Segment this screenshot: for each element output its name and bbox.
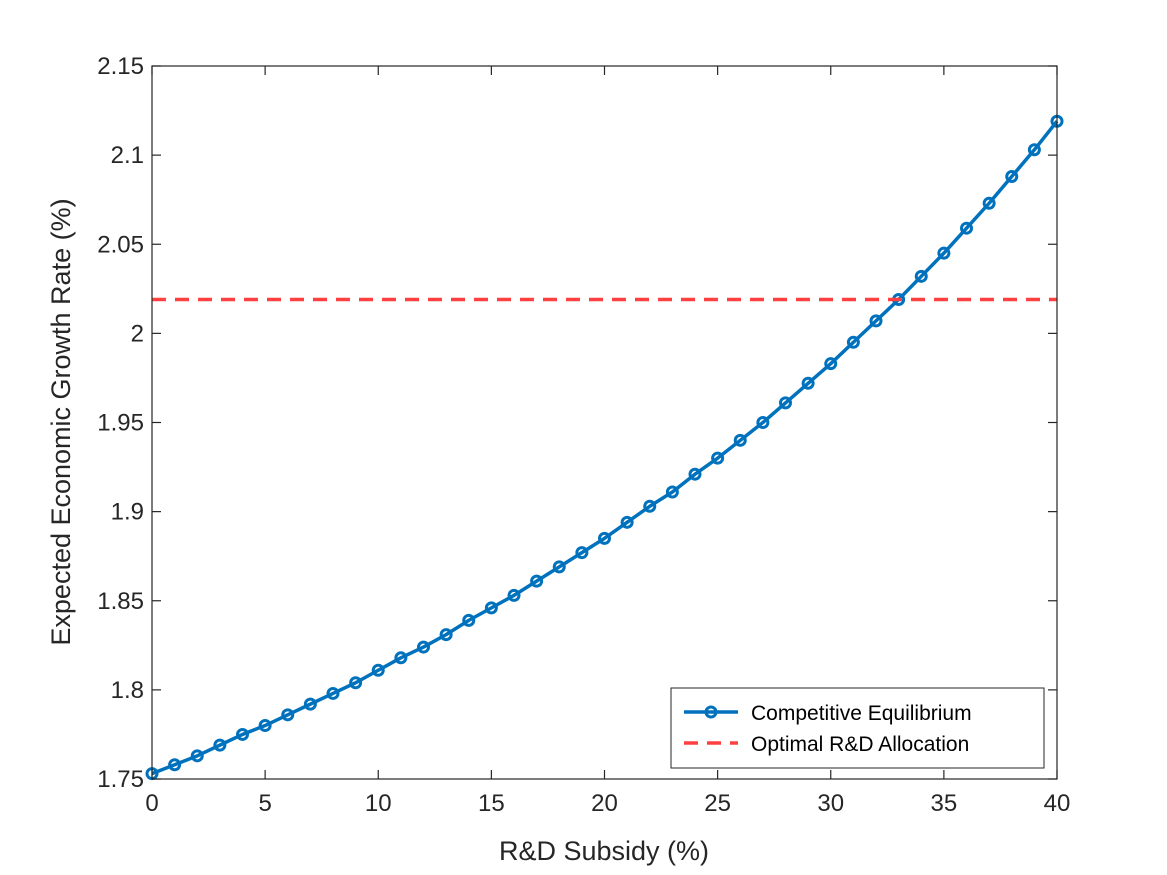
data-point — [982, 196, 996, 210]
data-point — [620, 515, 634, 529]
data-point — [439, 628, 453, 642]
plot-area: 0 5 10 15 20 25 30 35 40 1.75 1.8 1.85 1.9 1.95 2 2.05 2… — [97, 53, 1070, 817]
y-tick-label: 1.9 — [111, 499, 144, 526]
data-point — [914, 269, 928, 283]
data-point — [326, 686, 340, 700]
x-tick-label: 20 — [591, 790, 618, 817]
data-point — [552, 560, 566, 574]
data-point — [1027, 143, 1041, 157]
x-tick-label: 25 — [704, 790, 731, 817]
y-tick-label: 2 — [131, 320, 144, 347]
ticks-layer: 0 5 10 15 20 25 30 35 40 1.75 1.8 1.85 1.9 1.95 2 2.05 2… — [97, 53, 1070, 817]
y-tick-label: 2.15 — [97, 53, 144, 80]
x-tick-label: 35 — [931, 790, 958, 817]
data-point — [1005, 170, 1019, 184]
series-line-competitive-equilibrium — [151, 120, 1059, 776]
x-tick-label: 0 — [145, 790, 158, 817]
data-point — [213, 738, 227, 752]
y-tick-label: 2.1 — [111, 142, 144, 169]
data-point — [937, 246, 951, 260]
data-point — [869, 314, 883, 328]
data-point — [371, 663, 385, 677]
data-point — [575, 546, 589, 560]
legend-label-optimal-rd-allocation: Optimal R&D Allocation — [751, 733, 969, 756]
data-point — [665, 485, 679, 499]
data-point — [846, 335, 860, 349]
data-point — [349, 676, 363, 690]
data-point — [258, 719, 272, 733]
data-point — [643, 499, 657, 513]
data-point — [598, 531, 611, 545]
x-tick-label: 10 — [365, 790, 392, 817]
y-tick-label: 1.75 — [97, 766, 144, 793]
x-tick-label: 5 — [258, 790, 271, 817]
legend-box — [670, 687, 1045, 769]
data-point — [688, 467, 702, 481]
y-tick-label: 2.05 — [97, 231, 144, 258]
legend-marker-competitive-equilibrium — [704, 705, 718, 719]
data-point — [756, 416, 770, 429]
data-point — [960, 221, 973, 235]
data-point — [711, 451, 725, 465]
data-point — [779, 396, 792, 410]
y-tick-label: 1.8 — [111, 677, 144, 704]
plot-background — [152, 66, 1057, 779]
data-point — [281, 708, 295, 722]
x-tick-label: 40 — [1044, 790, 1071, 817]
data-point — [507, 588, 521, 602]
legend-label-competitive-equilibrium: Competitive Equilibrium — [751, 702, 972, 725]
data-point — [303, 697, 317, 711]
data-point — [462, 613, 476, 627]
data-point — [801, 376, 815, 390]
y-tick-label: 1.95 — [97, 410, 144, 437]
series-layer — [145, 114, 1064, 781]
y-axis-label: Expected Economic Growth Rate (%) — [46, 198, 76, 645]
x-tick-label: 30 — [817, 790, 844, 817]
data-point — [484, 601, 498, 615]
x-axis-label: R&D Subsidy (%) — [499, 836, 709, 866]
data-point — [733, 433, 747, 447]
data-point — [824, 357, 838, 371]
data-point — [190, 749, 204, 763]
legend: Competitive Equilibrium Optimal R&D Allo… — [670, 687, 1045, 769]
data-point — [168, 758, 182, 772]
x-tick-label: 15 — [478, 790, 505, 817]
data-point — [394, 651, 408, 665]
data-point — [417, 640, 430, 654]
data-point — [530, 574, 544, 588]
y-tick-label: 1.85 — [97, 588, 144, 615]
data-point — [236, 727, 249, 741]
